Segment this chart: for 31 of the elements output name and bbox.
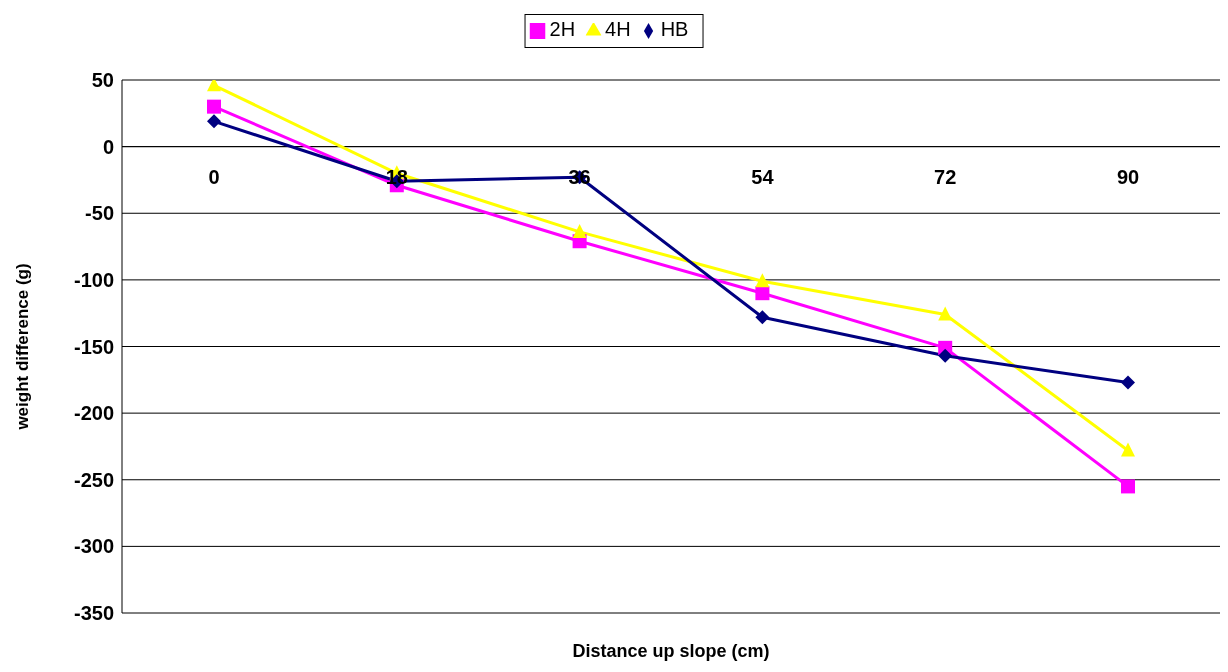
legend-label: HB [660, 18, 689, 40]
y-tick-label: -100 [73, 268, 114, 291]
y-tick-label: -300 [73, 535, 114, 558]
point [1121, 375, 1135, 390]
y-tick-label: -200 [73, 402, 114, 425]
x-tick-label: 72 [934, 166, 957, 189]
point [755, 273, 770, 288]
y-tick-label: 0 [102, 135, 114, 158]
point [207, 99, 221, 114]
y-tick-label: -350 [73, 602, 114, 625]
x-tick-label: 18 [385, 166, 408, 189]
x-tick-label: 0 [208, 166, 220, 189]
y-axis-title: weight difference (g) [13, 263, 33, 431]
point [207, 80, 221, 92]
legend-label: 4H [605, 18, 631, 40]
x-tick-label: 90 [1116, 166, 1140, 189]
point [1121, 442, 1135, 457]
point [938, 348, 953, 363]
y-tick-label: -50 [85, 202, 114, 225]
point [755, 286, 770, 301]
y-tick-label: -250 [73, 468, 114, 491]
point [755, 310, 770, 325]
x-tick-label: 54 [751, 166, 775, 189]
x-axis-title: Distance up slope (cm) [572, 641, 770, 661]
point [207, 114, 221, 129]
legend-label: 2H [549, 18, 576, 40]
point [1121, 479, 1135, 494]
point [938, 306, 953, 321]
y-tick-label: -150 [73, 335, 114, 358]
point [572, 223, 587, 238]
y-tick-label: 50 [91, 69, 114, 92]
